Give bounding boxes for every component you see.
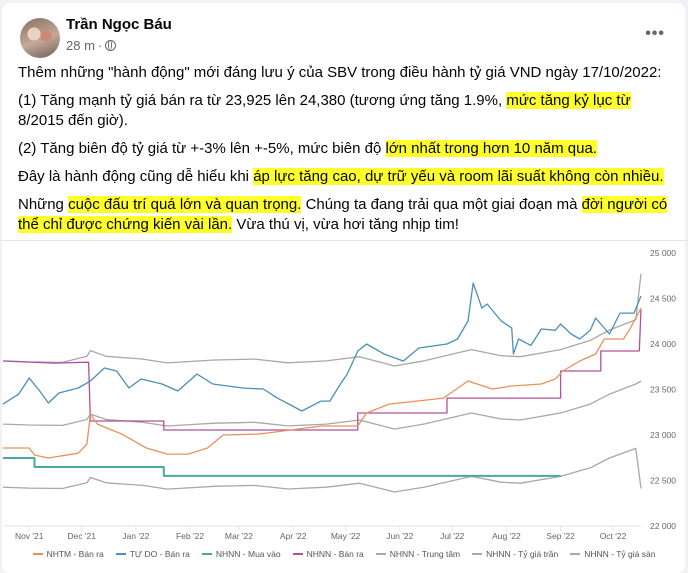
chart-legend: NHTM - Bán ra TỰ DO - Bán ra NHNN - Mua và… (0, 549, 688, 559)
x-tick-label: Feb '22 (176, 531, 204, 541)
post-paragraph: Thêm những "hành động" mới đáng lưu ý củ… (18, 63, 678, 83)
post-text-segment: 8/2015 đến giờ). (18, 112, 128, 129)
x-tick-label: Apr '22 (280, 531, 307, 541)
post-text-segment: Thêm những "hành động" mới đáng lưu ý củ… (18, 64, 662, 81)
y-tick-label: 25 000 (650, 248, 676, 258)
legend-swatch (32, 553, 43, 555)
post-card: Trần Ngọc Báu 28 m · ••• Thêm những "hàn… (2, 3, 685, 573)
x-tick-label: Nov '21 (15, 531, 44, 541)
y-tick-label: 22 500 (650, 476, 676, 486)
legend-swatch (115, 553, 126, 555)
x-tick-label: Sep '22 (546, 531, 575, 541)
meta-separator: · (97, 38, 103, 53)
avatar[interactable] (20, 18, 60, 58)
post-paragraph: Đây là hành động cũng dễ hiểu khi áp lực… (18, 167, 678, 187)
series-line-5 (2, 380, 642, 430)
legend-item[interactable]: NHNN - Mua vào (201, 549, 281, 559)
y-tick-label: 24 000 (650, 339, 676, 349)
legend-label: NHTM - Bán ra (46, 549, 104, 559)
x-tick-label: Jun '22 (386, 531, 413, 541)
highlighted-text: áp lực tăng cao, dự trữ yếu và room lãi … (253, 168, 664, 185)
author-name[interactable]: Trần Ngọc Báu (66, 16, 172, 33)
legend-item[interactable]: NHNN - Tỷ giá trần (472, 549, 558, 559)
legend-label: NHNN - Trung tâm (389, 549, 461, 559)
x-tick-label: Oct '22 (600, 531, 627, 541)
post-meta: 28 m · (66, 38, 117, 53)
x-tick-label: Mar '22 (225, 531, 253, 541)
x-tick-label: Jan '22 (122, 531, 149, 541)
x-tick-label: May '22 (331, 531, 361, 541)
series-line-3 (3, 457, 561, 477)
legend-swatch (570, 553, 581, 555)
legend-item[interactable]: NHNN - Bán ra (292, 549, 364, 559)
post-paragraph: Những cuộc đấu trí quá lớn và quan trọng… (18, 195, 678, 235)
legend-item[interactable]: TỰ DO - Bán ra (115, 549, 190, 559)
more-options-icon[interactable]: ••• (645, 25, 665, 42)
y-tick-label: 23 500 (650, 385, 676, 395)
legend-swatch (375, 553, 386, 555)
highlighted-text: mức tăng kỷ lục từ (506, 92, 631, 109)
highlighted-text: cuộc đấu trí quá lớn và quan trọng. (68, 196, 302, 213)
series-line-4 (2, 309, 642, 431)
legend-item[interactable]: NHNN - Trung tâm (375, 549, 461, 559)
post-time[interactable]: 28 m (66, 38, 95, 53)
legend-swatch (472, 553, 483, 555)
chart-canvas: Nov '21 Dec '21 Jan '22 Feb '22 Mar '22 Apr '… (2, 248, 676, 541)
legend-label: NHNN - Mua vào (215, 549, 281, 559)
legend-swatch (292, 553, 303, 555)
legend-label: NHNN - Bán ra (306, 549, 364, 559)
highlighted-text: lớn nhất trong hơn 10 năm qua. (385, 140, 597, 157)
post-text-segment: (2) Tăng biên độ tỷ giá từ +-3% lên +-5%… (18, 140, 386, 157)
post-paragraph: (2) Tăng biên độ tỷ giá từ +-3% lên +-5%… (18, 139, 678, 159)
legend-label: NHNN - Tỷ giá sàn (584, 549, 656, 559)
x-tick-label: Aug '22 (492, 531, 521, 541)
series-line-2 (2, 282, 642, 412)
post-text-segment: Chúng ta đang trải qua một giai đoạn mà (301, 196, 582, 213)
post-text-segment: (1) Tăng mạnh tỷ giá bán ra từ 23,925 lê… (18, 92, 507, 109)
post-text: Thêm những "hành động" mới đáng lưu ý củ… (18, 63, 678, 243)
x-tick-label: Jul '22 (440, 531, 465, 541)
post-text-segment: Đây là hành động cũng dễ hiểu khi (18, 168, 254, 185)
post-paragraph: (1) Tăng mạnh tỷ giá bán ra từ 23,925 lê… (18, 91, 678, 131)
exchange-rate-chart: Nov '21 Dec '21 Jan '22 Feb '22 Mar '22 Apr '… (0, 240, 688, 568)
series-line-7 (2, 447, 642, 493)
x-tick-label: Dec '21 (67, 531, 96, 541)
legend-item[interactable]: NHTM - Bán ra (32, 549, 104, 559)
y-tick-label: 22 000 (650, 521, 676, 531)
post-text-segment: Vừa thú vị, vừa hơi tăng nhịp tim! (232, 216, 459, 233)
legend-label: NHNN - Tỷ giá trần (486, 549, 559, 559)
post-text-segment: Những (18, 196, 69, 213)
legend-swatch (201, 553, 212, 555)
series-line-6 (2, 273, 642, 367)
legend-item[interactable]: NHNN - Tỷ giá sàn (570, 549, 655, 559)
globe-icon[interactable] (105, 40, 117, 51)
legend-label: TỰ DO - Bán ra (129, 549, 190, 559)
series-line-1 (3, 307, 642, 459)
y-tick-label: 24 500 (650, 294, 676, 304)
y-tick-label: 23 000 (650, 430, 676, 440)
